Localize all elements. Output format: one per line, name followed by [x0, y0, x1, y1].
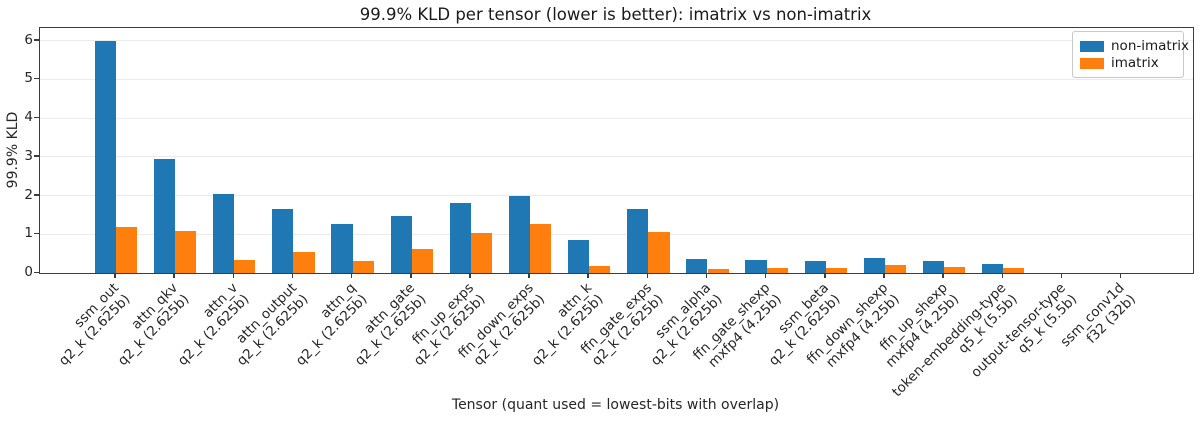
bar-imatrix-ffn_gate_shexp — [766, 267, 788, 273]
bar-imatrix-ffn_down_exps — [530, 223, 552, 273]
bar-imatrix-ffn_up_exps — [470, 233, 493, 273]
bar-imatrix-ffn_gate_exps — [648, 232, 670, 273]
y-tick-6 — [34, 39, 39, 41]
legend-swatch-imatrix-icon — [1080, 57, 1104, 69]
bar-imatrix-ffn_up_shexp — [944, 267, 966, 273]
y-tick-4 — [34, 116, 39, 118]
bar-imatrix-attn_k — [589, 265, 611, 273]
x-tick-ffn_up_shexp — [942, 274, 944, 278]
gridline-y6 — [40, 40, 1193, 41]
bar-non-imatrix-ffn_gate_shexp — [745, 259, 767, 273]
bar-imatrix-attn_q — [352, 260, 374, 273]
x-axis-label: Tensor (quant used = lowest-bits with ov… — [451, 397, 780, 413]
bar-imatrix-attn_qkv — [175, 231, 197, 273]
y-tick-2 — [34, 194, 39, 196]
x-tick-output-tensor-type — [1060, 274, 1063, 278]
bar-imatrix-ssm_alpha — [707, 268, 729, 273]
x-tick-attn_output — [291, 274, 294, 278]
y-tick-3 — [34, 155, 39, 157]
x-tick-attn_k — [587, 274, 589, 278]
x-tick-ssm_beta — [824, 274, 826, 278]
legend-item-imatrix: imatrix — [1080, 55, 1176, 71]
gridline-y4 — [40, 117, 1193, 119]
x-tick-ffn_down_exps — [528, 274, 530, 278]
legend-swatch-non-imatrix-icon — [1080, 40, 1104, 52]
bar-non-imatrix-ssm_alpha — [686, 259, 708, 273]
x-tick-ffn_up_exps — [469, 274, 471, 278]
y-tick-label-2: 2 — [24, 186, 33, 203]
bar-non-imatrix-ffn_gate_exps — [627, 209, 649, 273]
x-tick-ffn_down_shexp — [883, 274, 885, 278]
y-tick-0 — [34, 271, 39, 273]
bar-imatrix-attn_output — [293, 252, 315, 273]
x-tick-attn_v — [232, 274, 235, 278]
legend: non-imatrix imatrix — [1072, 31, 1189, 78]
legend-label-non-imatrix: non-imatrix — [1111, 38, 1190, 54]
bar-imatrix-ssm_out — [116, 227, 138, 273]
gridline-y2 — [40, 195, 1193, 196]
bar-non-imatrix-ssm_out — [94, 41, 116, 273]
gridline-y1 — [40, 233, 1193, 235]
bar-non-imatrix-ffn_up_exps — [449, 203, 471, 273]
gridline-y3 — [40, 156, 1193, 158]
x-tick-ffn_gate_shexp — [764, 274, 767, 278]
bar-non-imatrix-attn_v — [213, 193, 235, 273]
gridline-y5 — [40, 78, 1193, 80]
y-tick-label-4: 4 — [24, 109, 33, 125]
bar-imatrix-attn_v — [234, 259, 256, 273]
y-tick-label-6: 6 — [24, 31, 33, 48]
y-tick-label-5: 5 — [24, 70, 33, 87]
x-tick-attn_qkv — [173, 274, 175, 278]
y-tick-1 — [34, 232, 39, 235]
x-tick-attn_gate — [410, 274, 412, 278]
bar-non-imatrix-attn_qkv — [153, 159, 176, 273]
bar-imatrix-ssm_beta — [825, 267, 847, 273]
legend-label-imatrix: imatrix — [1111, 55, 1159, 71]
chart-title: 99.9% KLD per tensor (lower is better): … — [359, 5, 872, 24]
bar-imatrix-ffn_down_shexp — [884, 264, 907, 273]
bar-imatrix-attn_gate — [411, 248, 433, 273]
plot-area — [39, 27, 1194, 274]
bar-non-imatrix-token-embedding-type — [982, 264, 1004, 273]
bar-non-imatrix-attn_q — [331, 223, 353, 273]
bar-non-imatrix-ffn_down_shexp — [863, 257, 885, 273]
x-tick-ffn_gate_exps — [646, 274, 649, 278]
legend-item-non-imatrix: non-imatrix — [1080, 38, 1189, 54]
x-tick-ssm_out — [114, 274, 116, 278]
bar-non-imatrix-attn_k — [568, 240, 590, 273]
bar-non-imatrix-ffn_down_exps — [508, 196, 531, 273]
y-tick-label-3: 3 — [24, 147, 33, 164]
x-tick-ssm_conv1d — [1119, 274, 1122, 278]
bar-non-imatrix-ffn_up_shexp — [922, 261, 945, 273]
bar-non-imatrix-ssm_beta — [804, 260, 826, 273]
bar-imatrix-token-embedding-type — [1003, 267, 1025, 273]
bar-non-imatrix-attn_gate — [390, 216, 412, 273]
x-tick-attn_q — [350, 274, 353, 278]
x-tick-ssm_alpha — [705, 274, 708, 278]
y-tick-label-1: 1 — [24, 225, 33, 242]
bar-non-imatrix-attn_output — [272, 209, 294, 273]
y-tick-5 — [34, 77, 39, 80]
y-tick-label-0: 0 — [24, 264, 33, 280]
x-tick-token-embedding-type — [1001, 274, 1003, 278]
